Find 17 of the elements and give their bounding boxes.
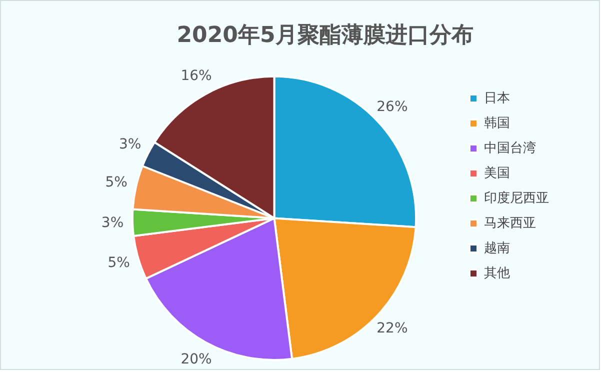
data-label: 16%: [180, 68, 212, 84]
legend-label: 美国: [484, 164, 510, 181]
data-label: 5%: [105, 174, 128, 191]
legend-label: 其他: [484, 266, 510, 281]
legend-label: 中国台湾: [484, 140, 536, 156]
data-label: 3%: [101, 214, 124, 231]
data-label: 22%: [376, 320, 408, 337]
data-label: 20%: [180, 352, 212, 368]
legend-label: 马来西亚: [484, 216, 536, 231]
legend-label: 越南: [484, 240, 510, 256]
legend-label: 印度尼西亚: [484, 190, 549, 206]
data-label: 5%: [108, 254, 130, 271]
chart-title: 2020年5月聚酯薄膜进口分布: [176, 22, 474, 48]
legend-label: 韩国: [484, 116, 510, 131]
data-label: 3%: [118, 136, 142, 152]
legend-label: 日本: [484, 90, 510, 106]
data-label: 26%: [376, 99, 408, 116]
